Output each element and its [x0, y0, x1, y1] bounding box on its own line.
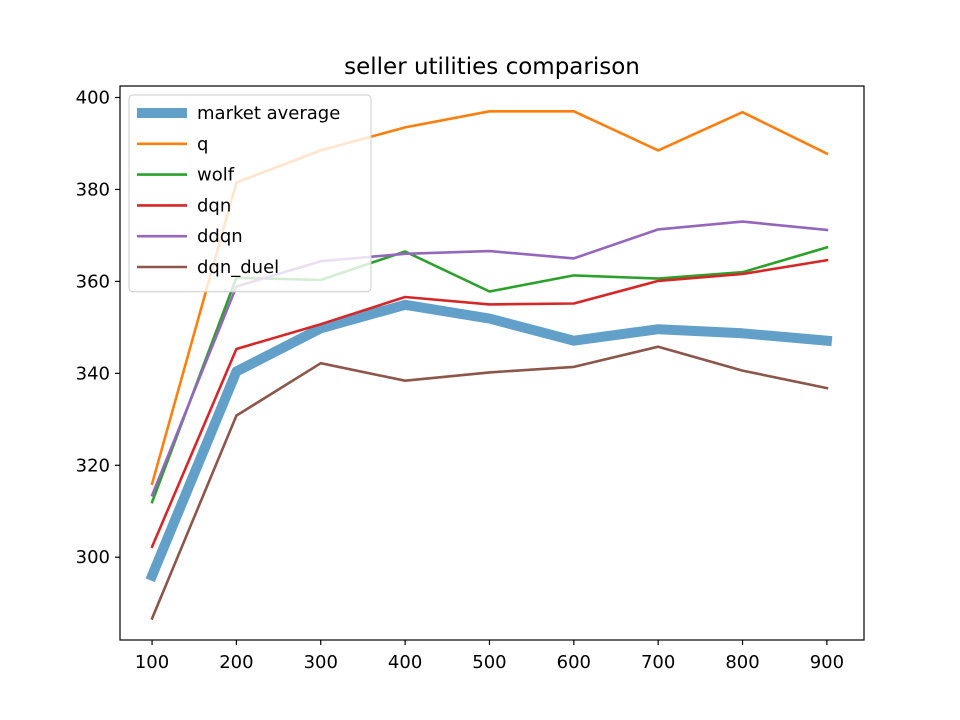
x-tick-label: 700: [641, 652, 675, 673]
legend-box: [128, 94, 372, 293]
y-tick-label: 380: [76, 179, 110, 200]
y-tick-label: 400: [76, 87, 110, 108]
x-tick-label: 900: [810, 652, 844, 673]
x-tick-label: 400: [388, 652, 422, 673]
legend-item: dqn_duel: [137, 257, 279, 278]
series-line-market-average: [145, 299, 833, 583]
y-tick-label: 360: [76, 271, 110, 292]
axis-ticks: 100 200 300 400 500 600 700 800 900 300 320 340 360 3…: [76, 87, 844, 673]
legend-label: q: [197, 134, 208, 155]
y-tick-label: 340: [76, 363, 110, 384]
x-tick-label: 600: [557, 652, 591, 673]
y-tick-label: 300: [76, 547, 110, 568]
plot-frame: [119, 85, 865, 641]
series-line-dqn: [150, 258, 829, 549]
chart-title: seller utilities comparison: [344, 54, 640, 80]
legend-item: wolf: [137, 165, 235, 186]
y-tick-label: 320: [76, 455, 110, 476]
x-tick-label: 800: [725, 652, 759, 673]
legend-item: ddqn: [137, 226, 243, 247]
legend-label: ddqn: [197, 226, 243, 247]
x-tick-label: 300: [304, 652, 338, 673]
x-tick-label: 200: [219, 652, 253, 673]
legend-label: market average: [197, 103, 340, 124]
series-line-dqn-duel: [150, 345, 829, 621]
legend-item: q: [137, 134, 208, 155]
legend: market average q wolf dqn ddqn dqn_duel: [128, 94, 372, 293]
x-tick-label: 100: [135, 652, 169, 673]
legend-item: dqn: [137, 195, 231, 216]
legend-label: dqn: [197, 195, 231, 216]
legend-label: dqn_duel: [197, 257, 279, 278]
x-tick-label: 500: [472, 652, 506, 673]
legend-label: wolf: [197, 165, 235, 186]
legend-item: market average: [137, 103, 340, 124]
